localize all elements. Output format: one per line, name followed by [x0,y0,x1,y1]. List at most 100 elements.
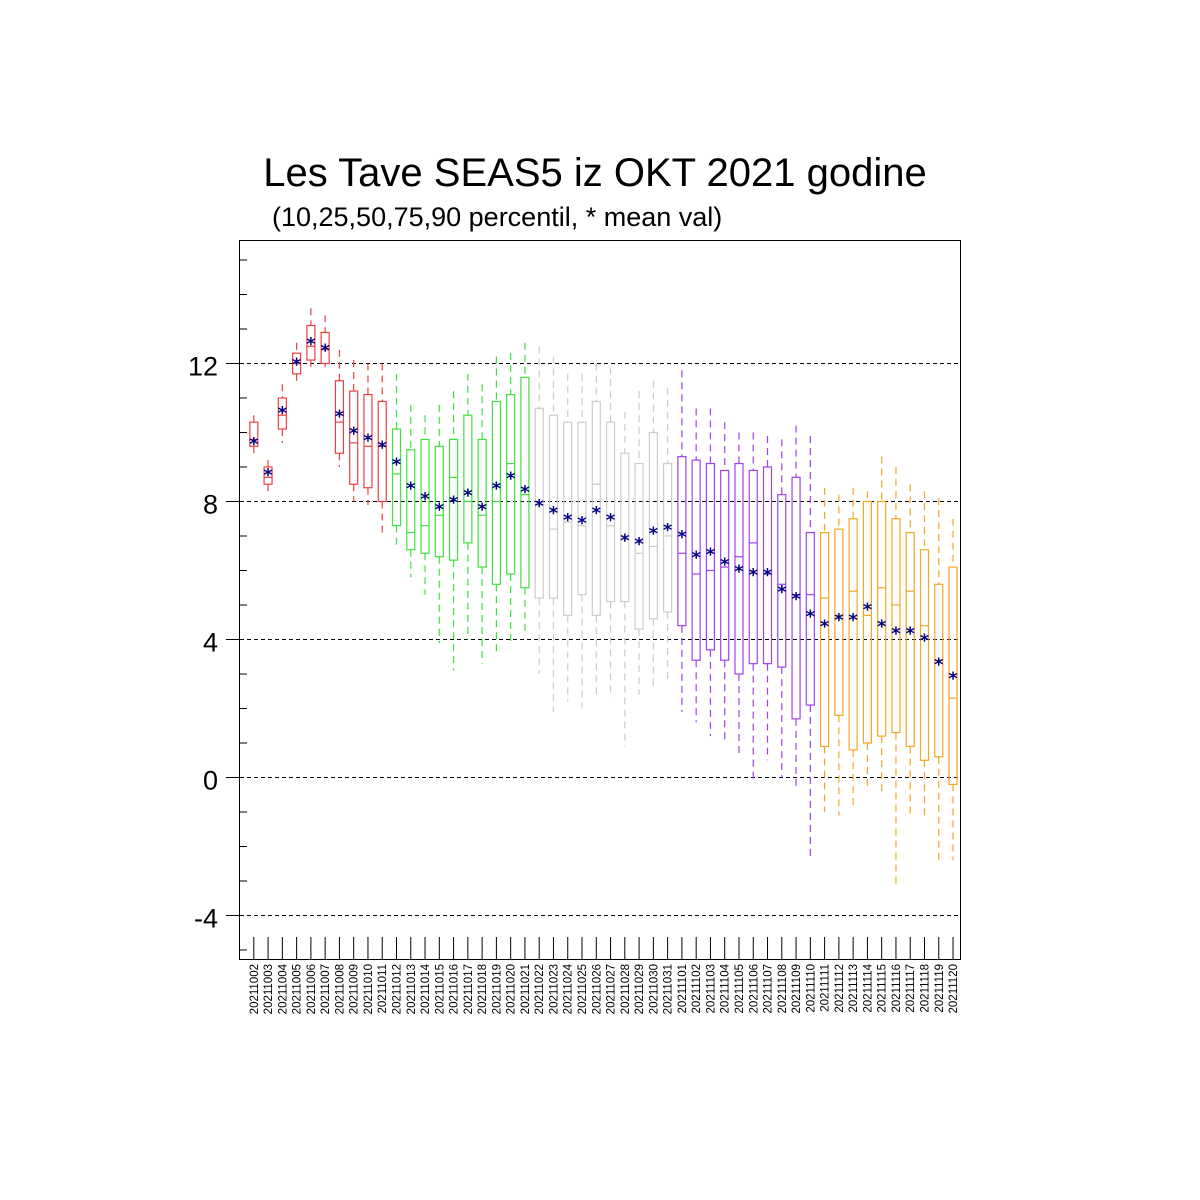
x-tick-label: 20211005 [292,964,304,1014]
box-iqr [420,438,430,554]
mean-marker: * [734,562,744,583]
mean-marker: * [634,534,644,555]
mean-marker: * [763,565,773,586]
box-iqr [877,500,887,737]
x-tick-label: 20211109 [791,964,803,1013]
mean-marker: * [406,479,416,500]
x-tick-label: 20211017 [463,964,475,1014]
y-tick-label: 12 [188,352,218,382]
box-iqr [663,462,673,613]
x-tick-label: 20211015 [434,964,446,1014]
x-tick-label: 20211029 [634,964,646,1014]
box-iqr [506,393,516,575]
x-tick-label: 20211115 [877,964,889,1013]
x-tick-label: 20211010 [363,964,375,1014]
mean-marker: * [263,465,273,486]
x-tick-label: 20211020 [506,964,518,1014]
box-iqr [434,445,444,558]
box-iqr [563,421,573,616]
mean-marker: * [920,631,930,652]
x-tick-label: 20211021 [520,964,532,1014]
x-tick-label: 20211019 [491,964,503,1014]
mean-marker: * [706,544,716,565]
x-tick-label: 20211008 [334,964,346,1014]
mean-marker: * [249,434,259,455]
x-tick-label: 20211111 [820,964,832,1012]
mean-marker: * [320,341,330,362]
box-iqr [819,531,830,748]
mean-marker: * [749,565,759,586]
box-iqr [648,431,658,620]
y-tick-label: 4 [203,628,218,658]
mean-marker: * [506,468,516,489]
chart-subtitle: (10,25,50,75,90 percentil, * mean val) [272,202,723,232]
x-tick-label: 20211030 [648,964,660,1014]
x-tick-label: 20211018 [477,964,489,1014]
x-tick-label: 20211101 [677,964,689,1013]
box-iqr [277,397,287,430]
mean-marker: * [378,437,388,458]
box-iqr [705,462,716,651]
x-tick-label: 20211011 [377,964,389,1013]
x-tick-label: 20211013 [406,964,418,1014]
x-tick-label: 20211022 [534,964,546,1014]
mean-marker: * [848,610,858,631]
x-tick-label: 20211012 [392,964,404,1014]
mean-marker: * [834,610,844,631]
box-iqr [748,469,758,665]
box-iqr [577,421,587,596]
x-tick-label: 20211028 [620,964,632,1014]
box-iqr [677,456,687,627]
chart-title: Les Tave SEAS5 iz OKT 2021 godine [263,151,927,195]
box-iqr [477,438,487,568]
x-tick-label: 20211006 [306,964,318,1014]
mean-markers: ***** *** * *** * * * *** *** * * * * ** * * * ** * * * * ** **… [249,334,958,690]
mean-marker: * [677,527,687,548]
x-tick-label: 20211002 [249,964,261,1014]
mean-marker: * [335,406,345,427]
box-iqr [320,331,330,365]
mean-marker: * [777,582,787,603]
box-iqr [848,518,858,751]
mean-marker: * [292,355,302,376]
mean-marker: * [791,589,801,610]
box-iqr [520,376,530,589]
box-iqr [534,407,544,599]
box-iqr [777,494,787,668]
x-tick-label: 20211024 [563,963,575,1014]
y-tick-labels: 12 8 4 0 -4 [188,352,218,934]
mean-marker: * [906,624,916,645]
box-iqr [334,380,345,454]
x-tick-label: 20211106 [748,964,760,1013]
x-tick-label: 20211107 [763,964,775,1013]
box-iqr [905,531,915,748]
mean-marker: * [363,430,373,451]
y-minor-ticks [240,259,247,951]
x-tick-label: 20211119 [934,964,946,1013]
box-iqr [491,400,501,585]
x-tick-label: 20211025 [577,964,589,1014]
x-tick-label: 20211023 [548,964,560,1014]
box-iqr [720,469,730,661]
x-tick-label: 20211114 [862,963,874,1012]
x-tick-label: 20211108 [777,964,789,1013]
box-iqr [249,421,259,447]
mean-marker: * [392,455,402,476]
mean-marker: * [891,624,901,645]
mean-marker: * [620,530,630,551]
x-tick-label: 20211103 [705,964,717,1013]
box-iqr [734,462,744,675]
box-iqr [948,566,958,785]
mean-marker: * [820,617,830,638]
x-tick-label: 20211110 [805,964,817,1013]
x-tick-label: 20211009 [349,964,361,1014]
mean-marker: * [306,334,316,355]
boxes [249,308,958,888]
box-iqr [791,476,801,720]
mean-marker: * [463,486,473,507]
x-tick-label: 20211014 [420,963,432,1014]
box-iqr [762,466,773,665]
mean-marker: * [649,524,659,545]
x-tick-label: 20211026 [591,964,603,1014]
mean-marker: * [663,520,673,541]
